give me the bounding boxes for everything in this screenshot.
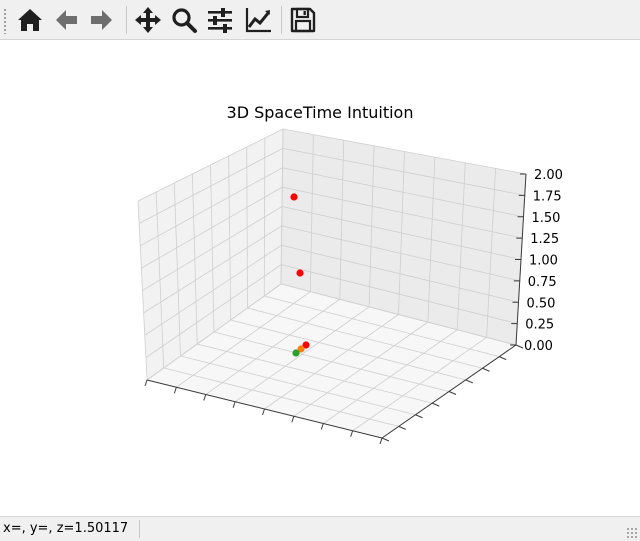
resize-grip-icon[interactable] <box>626 527 638 539</box>
configure-subplots-button[interactable] <box>204 4 236 36</box>
y-tick <box>465 379 473 384</box>
x-tick <box>320 423 324 430</box>
navigation-toolbar <box>0 0 640 40</box>
z-tick-label: 1.25 <box>530 232 559 247</box>
plot-3d-axes[interactable]: 0.00 0.25 0.50 0.75 1.00 1.25 1.50 1.75 2.00 <box>0 41 640 516</box>
grid-line <box>427 157 436 323</box>
status-separator <box>139 520 140 538</box>
scatter-point <box>302 341 310 349</box>
grid-line <box>309 134 314 292</box>
x-tick <box>262 408 265 416</box>
arrow-left-icon <box>56 10 77 30</box>
z-tick-label: 0.00 <box>524 339 553 354</box>
x-tick <box>173 387 177 394</box>
grid-line <box>456 162 466 330</box>
grid-line <box>323 329 458 424</box>
toolbar-grip[interactable] <box>3 8 7 34</box>
zoom-button[interactable] <box>168 4 200 36</box>
y-tick <box>398 425 406 430</box>
z-tick-label: 1.75 <box>533 189 562 204</box>
toolbar-separator <box>126 6 127 34</box>
toolbar-separator <box>281 6 282 34</box>
grid-line <box>293 321 429 417</box>
floppy-disk-icon <box>290 7 316 33</box>
y-tick <box>448 391 457 395</box>
grid-line <box>264 295 500 358</box>
z-tick-label: 0.75 <box>528 275 557 290</box>
pan-button[interactable] <box>132 4 164 36</box>
grid-line <box>368 145 375 307</box>
grid-line <box>280 128 284 285</box>
z-tick-label: 2.00 <box>534 168 563 183</box>
scatter-point <box>297 345 305 353</box>
scatter-point <box>292 349 300 357</box>
grid-line <box>352 337 487 432</box>
x-tick <box>203 394 207 401</box>
edit-axis-button[interactable] <box>242 4 274 36</box>
figure-canvas[interactable]: 3D SpaceTime Intuition 0.00 0.25 0.50 0.75 1… <box>0 41 640 516</box>
y-tick <box>499 356 507 361</box>
z-tick-label: 1.50 <box>532 211 561 226</box>
scatter-point <box>296 269 304 277</box>
sliders-icon <box>208 8 232 33</box>
arrow-right-icon <box>91 10 112 30</box>
grid-line <box>280 283 517 346</box>
grid-line <box>339 140 345 300</box>
y-tick <box>482 367 490 372</box>
z-tick-label: 0.25 <box>525 318 554 333</box>
grid-line <box>263 137 266 297</box>
scatter-point <box>290 193 298 201</box>
y-tick <box>515 344 524 349</box>
grid-line <box>213 331 450 392</box>
chart-title: 3D SpaceTime Intuition <box>226 103 414 122</box>
move-icon <box>135 7 161 33</box>
grid-line <box>137 200 148 381</box>
coordinate-readout: x=, y=, z=1.50117 <box>3 521 129 536</box>
x-tick <box>144 379 148 387</box>
home-button[interactable] <box>14 4 46 36</box>
x-tick <box>379 437 383 445</box>
z-tick-label: 0.50 <box>527 296 556 311</box>
grid-line <box>173 182 181 357</box>
grid-line <box>486 168 497 338</box>
save-button[interactable] <box>287 4 319 36</box>
grid-line <box>247 307 483 369</box>
grid-line <box>230 319 466 381</box>
x-tick <box>291 416 295 423</box>
status-bar: x=, y=, z=1.50117 <box>0 516 640 541</box>
y-tick <box>432 402 440 407</box>
line-chart-icon <box>245 8 271 33</box>
y-tick <box>381 437 390 442</box>
grid-line <box>398 151 405 315</box>
x-tick <box>232 401 236 408</box>
back-button[interactable] <box>50 4 82 36</box>
x-tick <box>350 430 354 437</box>
home-icon <box>18 9 42 31</box>
forward-button[interactable] <box>86 4 118 36</box>
grid-line <box>246 146 248 309</box>
grid-line <box>228 155 232 321</box>
z-tick-label: 1.00 <box>529 254 558 269</box>
grid-line <box>210 164 215 333</box>
grid-line <box>155 191 165 369</box>
magnifier-icon <box>172 8 197 33</box>
y-tick <box>415 414 423 419</box>
grid-line <box>191 173 198 345</box>
pane-back <box>281 129 526 345</box>
